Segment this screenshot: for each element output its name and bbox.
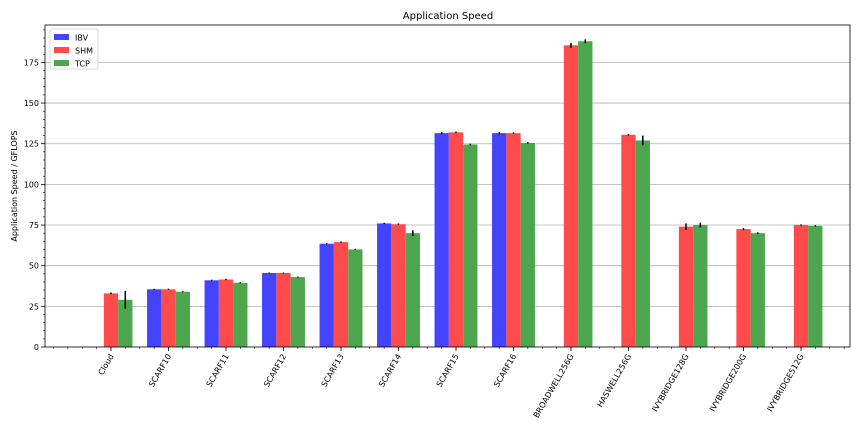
bar-shm xyxy=(218,279,234,347)
bar-tcp xyxy=(348,249,363,347)
y-tick-label: 125 xyxy=(24,140,39,149)
bar-shm xyxy=(678,226,694,347)
legend-swatch-ibv xyxy=(54,34,69,40)
bar-tcp xyxy=(750,233,765,347)
y-tick-label: 150 xyxy=(24,99,39,108)
x-tick-label: IVYBRIDGE512G xyxy=(765,353,805,414)
legend-label-ibv: IBV xyxy=(75,34,89,43)
bar-ibv xyxy=(147,289,162,347)
bar-shm xyxy=(506,133,521,347)
bar-tcp xyxy=(578,41,593,347)
bar-tcp xyxy=(693,225,708,347)
bar-tcp xyxy=(808,225,823,347)
legend-swatch-tcp xyxy=(54,60,69,66)
y-tick-label: 25 xyxy=(29,302,39,311)
y-tick-label: 75 xyxy=(29,221,39,230)
y-tick-label: 50 xyxy=(29,262,39,271)
bar-shm xyxy=(391,224,406,347)
bar-shm xyxy=(333,242,349,347)
bar-shm xyxy=(161,289,176,347)
bar-ibv xyxy=(492,133,507,347)
x-tick-label: SCARF15 xyxy=(435,353,461,389)
y-tick-label: 175 xyxy=(24,58,39,67)
legend-label-shm: SHM xyxy=(75,47,93,56)
bar-ibv xyxy=(204,280,219,347)
bar-shm xyxy=(563,45,579,348)
bar-shm xyxy=(793,225,809,347)
y-axis-label: Application Speed / GFLOPS xyxy=(10,130,19,241)
bar-tcp xyxy=(405,233,420,347)
bar-ibv xyxy=(377,223,392,347)
bars xyxy=(103,39,823,348)
x-tick-label: IVYBRIDGE200G xyxy=(708,353,748,414)
bar-tcp xyxy=(520,142,535,347)
bar-ibv xyxy=(319,243,334,347)
bar-ibv xyxy=(434,133,449,347)
x-tick-label: SCARF12 xyxy=(262,353,288,389)
bar-ibv xyxy=(262,273,277,347)
x-tick-label: SCARF13 xyxy=(320,353,346,389)
x-tick-label: BROADWELL256G xyxy=(532,353,576,420)
bar-shm xyxy=(276,273,291,347)
legend-swatch-shm xyxy=(54,47,69,53)
bar-tcp xyxy=(635,140,650,347)
x-tick-label: HASWELL256G xyxy=(595,353,633,409)
bar-tcp xyxy=(463,144,478,347)
x-tick-label: SCARF16 xyxy=(492,353,518,389)
x-tick-label: SCARF14 xyxy=(377,353,403,389)
bar-shm xyxy=(448,132,464,347)
y-tick-label: 0 xyxy=(34,343,39,352)
plot-frame xyxy=(44,24,851,348)
bar-shm xyxy=(736,229,751,347)
x-tick-label: IVYBRIDGE128G xyxy=(650,353,690,414)
x-tick-label: SCARF11 xyxy=(205,353,231,389)
x-tick-label: SCARF10 xyxy=(147,353,173,389)
bar-shm xyxy=(103,293,119,347)
legend-label-tcp: TCP xyxy=(74,60,90,69)
x-tick-label: Cloud xyxy=(97,353,116,377)
bar-shm xyxy=(621,134,636,347)
bar-tcp xyxy=(175,291,190,347)
legend: IBV SHM TCP xyxy=(49,28,99,70)
bar-tcp xyxy=(233,282,248,347)
y-tick-label: 100 xyxy=(24,180,39,189)
bar-tcp xyxy=(290,277,305,347)
bar-tcp xyxy=(118,299,133,347)
chart-title: Application Speed xyxy=(403,11,493,22)
